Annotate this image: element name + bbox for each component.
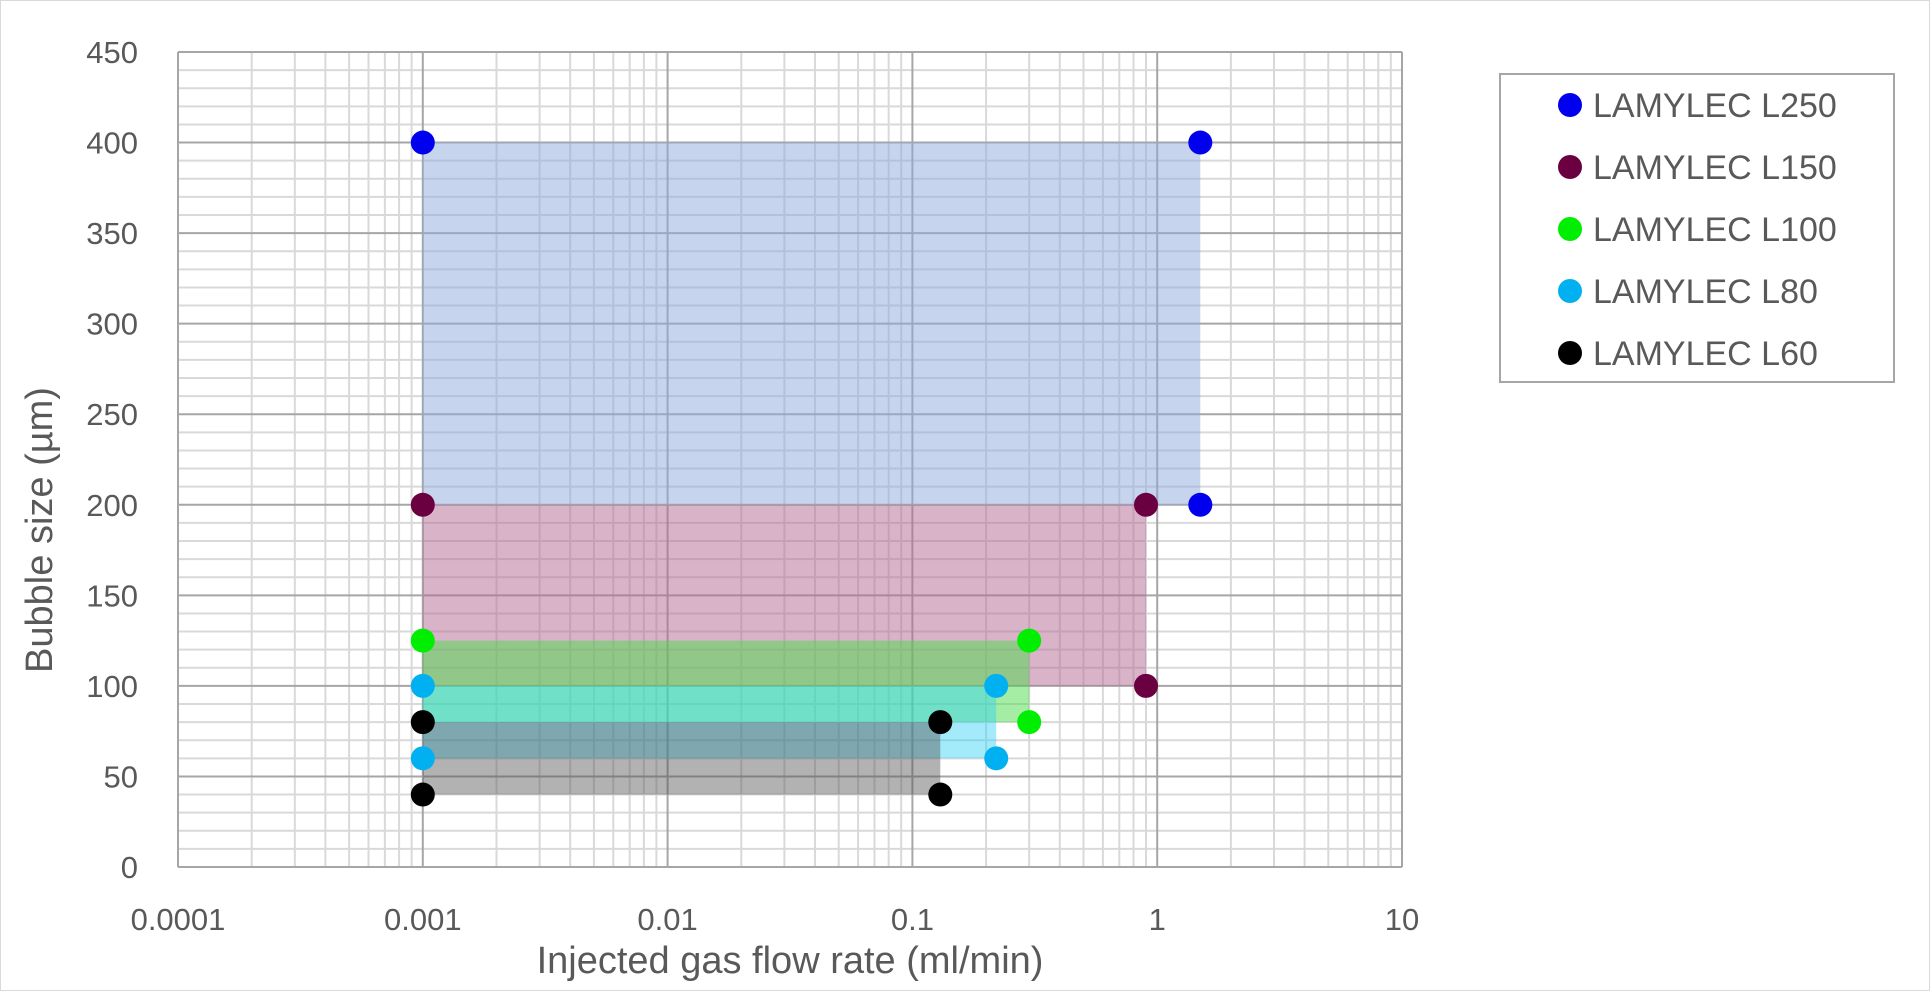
x-tick-label: 0.1 — [891, 902, 934, 937]
x-tick-label: 0.01 — [637, 902, 697, 937]
point-lamylec-l250 — [1188, 492, 1213, 517]
point-lamylec-l60 — [928, 710, 953, 735]
point-lamylec-l250 — [410, 130, 435, 155]
legend-label: LAMYLEC L100 — [1593, 211, 1837, 249]
point-lamylec-l60 — [410, 710, 435, 735]
point-lamylec-l150 — [1133, 673, 1158, 698]
legend-marker — [1558, 217, 1582, 241]
point-lamylec-l80 — [984, 673, 1009, 698]
point-lamylec-l100 — [1017, 710, 1042, 735]
series-points — [410, 130, 1213, 807]
y-tick-label: 150 — [86, 578, 138, 613]
region-lamylec-l60 — [422, 722, 941, 795]
point-lamylec-l60 — [928, 782, 953, 807]
point-lamylec-l100 — [1017, 628, 1042, 653]
x-tick-labels: 0.0001 0.001 0.01 0.1 1 10 — [131, 902, 1420, 937]
legend-marker — [1558, 279, 1582, 303]
legend-marker — [1558, 341, 1582, 365]
legend-label: LAMYLEC L80 — [1593, 273, 1818, 311]
y-axis-title: Bubble size (µm) — [19, 387, 61, 673]
x-tick-label: 0.0001 — [131, 902, 226, 937]
y-tick-label: 0 — [121, 850, 138, 885]
y-tick-label: 250 — [86, 397, 138, 432]
legend-label: LAMYLEC L60 — [1593, 335, 1818, 373]
y-tick-label: 50 — [104, 759, 138, 794]
y-tick-label: 100 — [86, 669, 138, 704]
y-tick-labels: 0 50 100 150 200 250 300 350 400 450 — [86, 35, 138, 885]
x-tick-label: 10 — [1385, 902, 1419, 937]
legend-marker — [1558, 155, 1582, 179]
legend: LAMYLEC L250 LAMYLEC L150 LAMYLEC L100 LAMY… — [1499, 73, 1895, 383]
y-tick-label: 350 — [86, 216, 138, 251]
point-lamylec-l100 — [410, 628, 435, 653]
point-lamylec-l80 — [410, 746, 435, 771]
x-tick-label: 1 — [1149, 902, 1166, 937]
region-lamylec-l80 — [422, 685, 997, 759]
y-tick-label: 300 — [86, 307, 138, 342]
y-tick-label: 200 — [86, 488, 138, 523]
point-lamylec-l60 — [410, 782, 435, 807]
legend-label: LAMYLEC L150 — [1593, 149, 1837, 187]
y-tick-label: 400 — [86, 126, 138, 161]
point-lamylec-l80 — [410, 673, 435, 698]
legend-marker — [1558, 93, 1582, 117]
point-lamylec-l150 — [410, 492, 435, 517]
x-tick-label: 0.001 — [384, 902, 462, 937]
region-lamylec-l100 — [422, 640, 1030, 723]
y-tick-label: 450 — [86, 35, 138, 70]
x-axis-title: Injected gas flow rate (ml/min) — [537, 940, 1044, 982]
point-lamylec-l80 — [984, 746, 1009, 771]
legend-label: LAMYLEC L250 — [1593, 87, 1837, 125]
point-lamylec-l150 — [1133, 492, 1158, 517]
region-lamylec-l250 — [422, 142, 1201, 505]
series-regions — [422, 142, 1201, 795]
point-lamylec-l250 — [1188, 130, 1213, 155]
